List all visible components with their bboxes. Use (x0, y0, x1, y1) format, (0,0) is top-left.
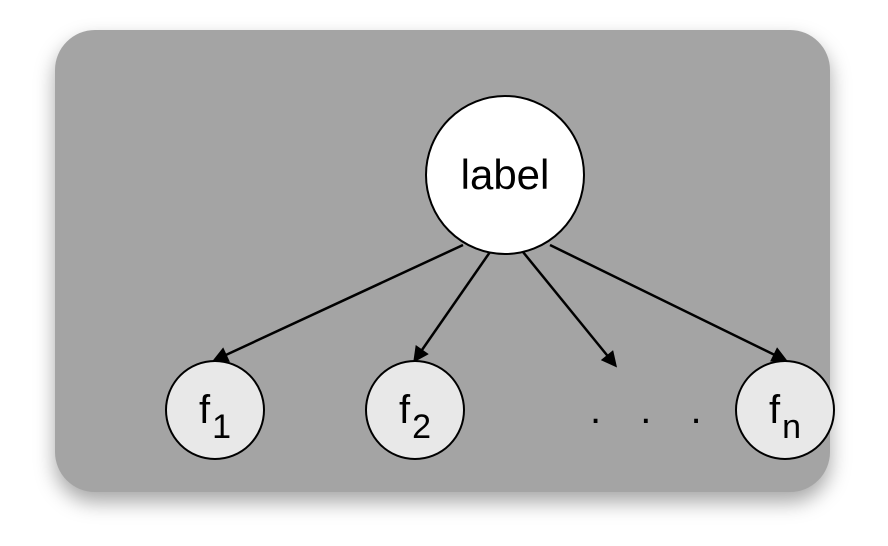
leaf-subscript: 1 (212, 410, 231, 444)
leaf-subscript: n (782, 410, 801, 444)
root-node: label (425, 95, 585, 255)
leaf-label-fn: fn (769, 390, 801, 430)
leaf-letter: f (399, 390, 410, 430)
leaf-node-fn: fn (735, 360, 835, 460)
leaf-subscript: 2 (412, 410, 431, 444)
leaf-node-f1: f1 (165, 360, 265, 460)
ellipsis: . . . (590, 388, 716, 433)
leaf-node-f2: f2 (365, 360, 465, 460)
diagram-panel: labelf1f2fn. . . (55, 30, 830, 492)
leaf-label-f1: f1 (199, 390, 231, 430)
edge-1 (415, 252, 490, 360)
edge-3 (550, 245, 785, 360)
leaf-letter: f (199, 390, 210, 430)
leaf-letter: f (769, 390, 780, 430)
root-label: label (461, 154, 550, 196)
leaf-label-f2: f2 (399, 390, 431, 430)
